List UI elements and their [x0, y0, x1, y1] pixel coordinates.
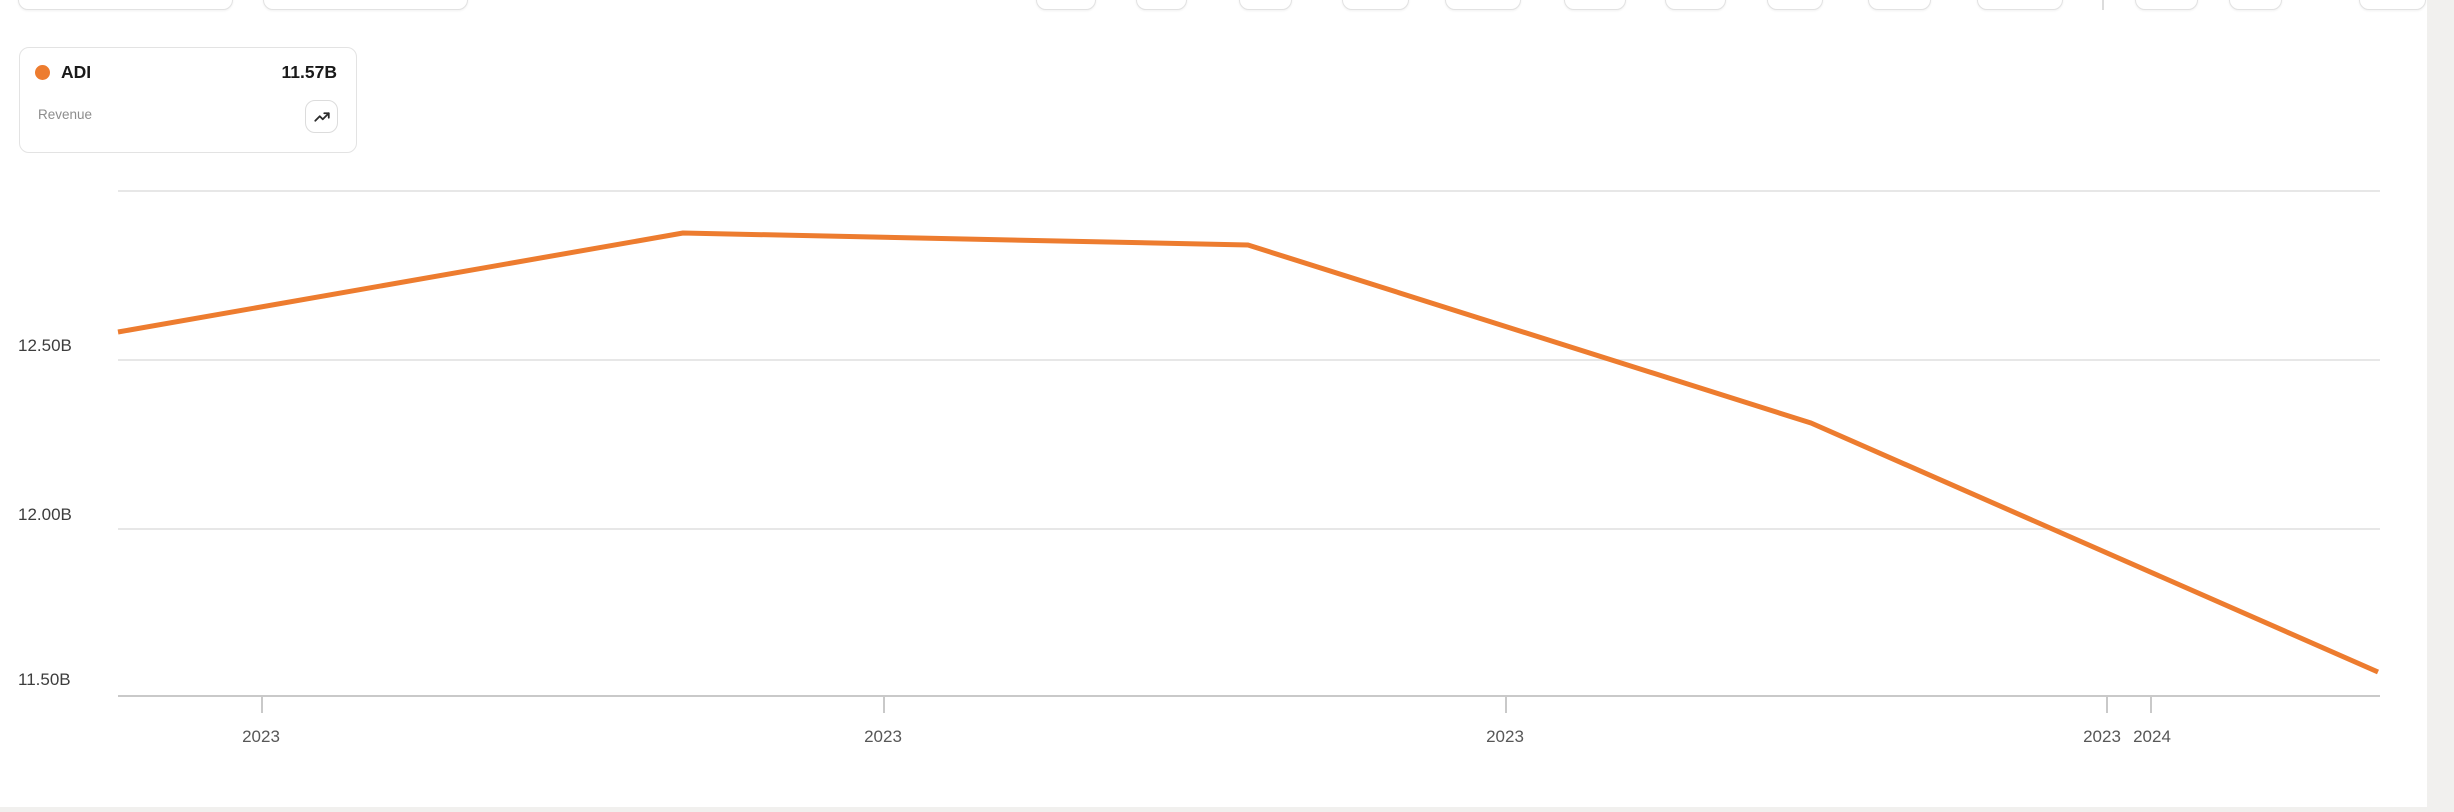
x-axis-tick: [261, 695, 263, 713]
revenue-line: [117, 230, 2380, 675]
x-axis-tick: [883, 695, 885, 713]
y-axis-label: 12.00B: [18, 505, 72, 524]
trending-up-icon: [313, 108, 331, 126]
x-axis-label: 2024: [2133, 727, 2171, 746]
x-axis-tick: [2106, 695, 2108, 713]
x-axis-tick: [2150, 695, 2152, 713]
x-axis-label: 2023: [242, 727, 280, 746]
gridline: [118, 359, 2380, 361]
series-legend-card[interactable]: ADI 11.57B Revenue: [19, 47, 357, 153]
y-axis-label: 11.50B: [18, 670, 71, 689]
bottom-gutter: [0, 807, 2454, 812]
toolbar-divider: [2102, 0, 2104, 10]
series-color-dot: [35, 65, 50, 80]
x-axis-label: 2023: [2083, 727, 2121, 746]
x-axis-label: 2023: [864, 727, 902, 746]
y-axis-label: 12.50B: [18, 336, 72, 355]
series-latest-value: 11.57B: [281, 62, 337, 82]
gridline: [118, 190, 2380, 192]
x-axis-line: [118, 695, 2380, 697]
chart-type-button[interactable]: [305, 100, 338, 133]
ticker-label: ADI: [61, 62, 92, 82]
x-axis-label: 2023: [1486, 727, 1524, 746]
metric-label: Revenue: [38, 107, 93, 122]
right-gutter: [2427, 0, 2454, 812]
x-axis-tick: [1505, 695, 1507, 713]
gridline: [118, 528, 2380, 530]
